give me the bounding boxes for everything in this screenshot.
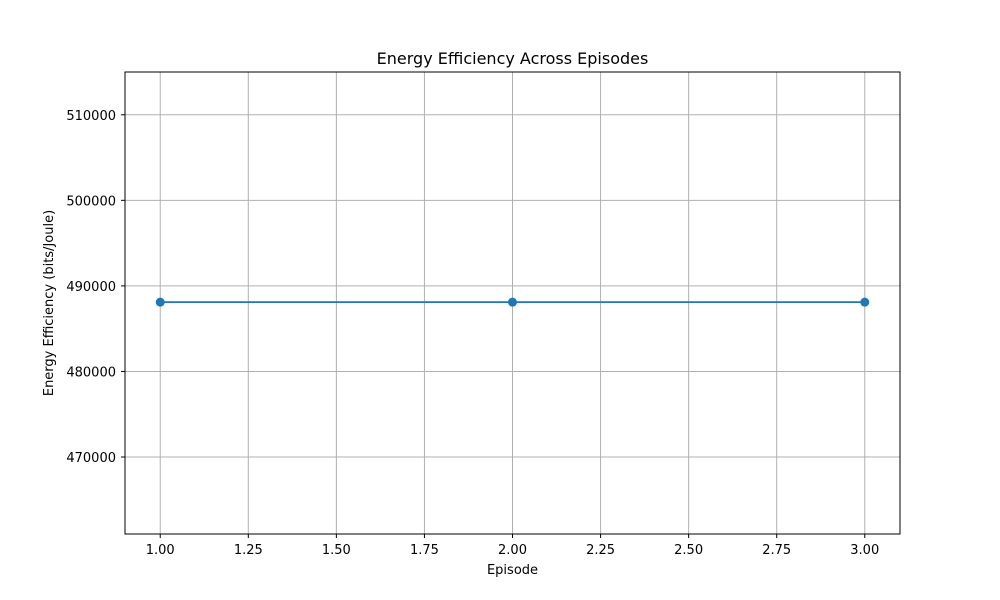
y-tick-label: 470000 (66, 451, 116, 466)
y-axis-label: Energy Efficiency (bits/Joule) (42, 210, 57, 396)
x-axis-label: Episode (487, 563, 538, 578)
ticks: 1.00 1.25 1.50 1.75 2.00 2.25 2.50 2.75 3.00 4700… (66, 109, 879, 558)
y-tick-label: 490000 (66, 280, 116, 295)
y-tick-label: 510000 (66, 109, 116, 124)
series-layer (155, 297, 870, 307)
x-tick-label: 2.50 (674, 543, 703, 558)
data-point (508, 297, 517, 307)
x-tick-label: 1.75 (410, 543, 439, 558)
x-tick-label: 3.00 (850, 543, 879, 558)
x-tick-label: 1.00 (146, 543, 175, 558)
data-point (860, 297, 870, 307)
y-tick-label: 480000 (66, 365, 116, 380)
x-tick-label: 1.50 (322, 543, 351, 558)
x-tick-label: 2.25 (586, 543, 615, 558)
data-point (155, 297, 165, 307)
chart-title: Energy Efficiency Across Episodes (377, 49, 649, 68)
x-tick-label: 1.25 (234, 543, 263, 558)
x-tick-label: 2.75 (762, 543, 791, 558)
y-tick-label: 500000 (66, 194, 116, 209)
x-tick-label: 2.00 (498, 543, 527, 558)
